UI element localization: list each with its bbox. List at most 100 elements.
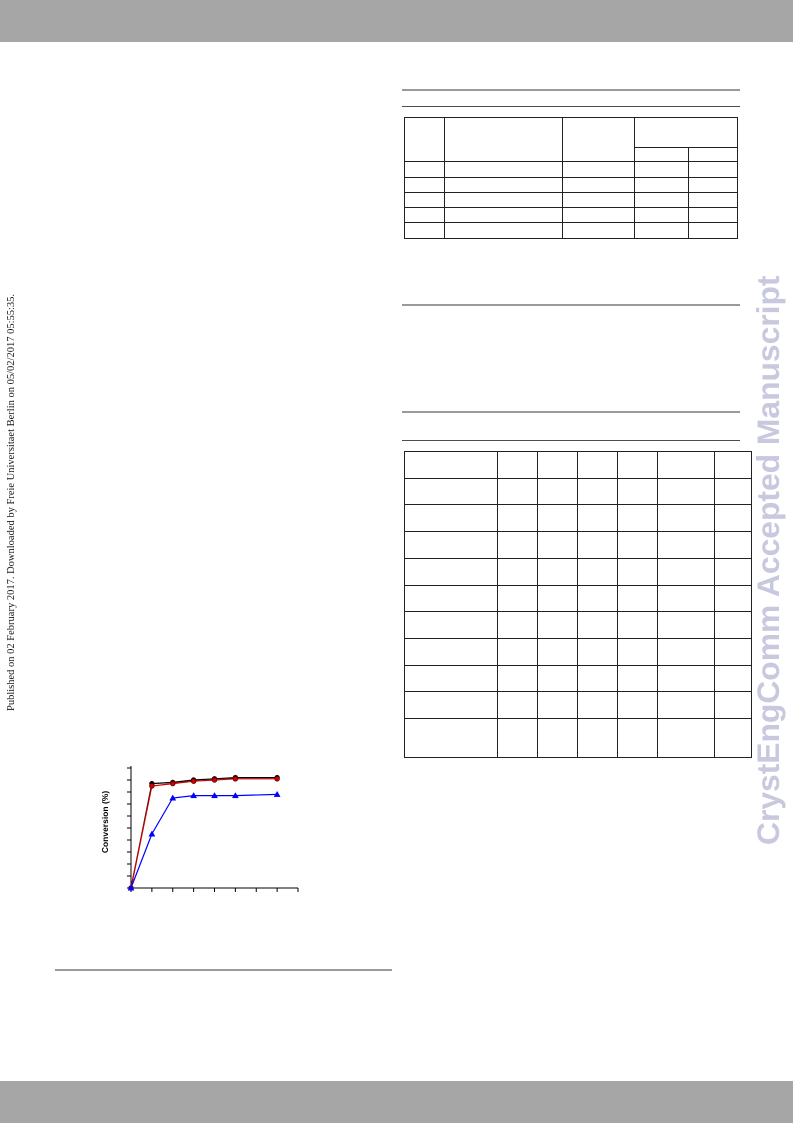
table-cell [497,531,538,559]
table-cell [404,478,498,505]
table-cell [404,611,498,639]
table-cell [444,177,563,193]
table-header-cell [657,451,715,479]
table-cell [537,638,578,666]
table-cell [497,558,538,586]
table-cell [497,718,538,758]
series-line-3 [130,793,278,889]
table-cell [562,161,635,178]
table-cell [634,177,689,193]
table-cell [444,222,563,239]
data-point-series-2 [232,776,239,782]
data-point-series-2 [170,780,176,787]
accepted-manuscript-watermark: CrystEngComm Accepted Manuscript [750,275,786,845]
table-cell [617,478,658,505]
section-rule [402,304,740,306]
page-header-bar [0,0,793,42]
table-cell [688,222,738,239]
table-cell [537,691,578,719]
table-cell [537,558,578,586]
table-header-cell [404,117,445,162]
table-cell [537,611,578,639]
data-point-series-3 [127,884,135,891]
table-cell [634,222,689,239]
table-cell [657,718,715,758]
table-header-cell [634,117,738,148]
table-cell [657,638,715,666]
data-point-series-3 [169,794,177,801]
table-cell [537,665,578,692]
table-cell [577,558,618,586]
table-cell [404,222,445,239]
table-cell [714,504,752,532]
table-cell [577,638,618,666]
table-cell [404,585,498,612]
table-row [404,718,752,758]
table-header-cell [688,147,738,162]
table-header-cell [577,451,618,479]
data-point-series-2 [149,783,155,789]
table-cell [657,585,715,612]
table-cell [714,558,752,586]
table-cell [497,665,538,692]
table-header-cell [537,451,578,479]
table-cell [577,691,618,719]
table-cell [634,192,689,208]
table-cell [444,207,563,223]
table-cell [657,478,715,505]
table-header-cell [634,147,689,162]
table-cell [617,558,658,586]
table-cell [714,638,752,666]
table-cell [537,504,578,532]
table-cell [617,504,658,532]
table-cell [714,531,752,559]
table-row [404,478,752,505]
table-row [404,558,752,586]
table-cell [404,691,498,719]
table-cell [617,665,658,692]
table-cell [404,665,498,692]
table-cell [497,611,538,639]
table-row [404,161,738,178]
table-cell [688,192,738,208]
table-header-cell [617,451,658,479]
table-cell [537,585,578,612]
table-cell [404,531,498,559]
table-cell [657,558,715,586]
data-table-2 [404,451,752,758]
table-row [404,638,752,666]
data-point-series-2 [274,776,280,782]
table-cell [617,531,658,559]
table-cell [444,161,563,178]
table-header-cell [497,451,538,479]
table-row [404,665,752,692]
table-cell [577,478,618,505]
table-cell [688,161,738,178]
data-point-series-3 [148,830,156,837]
table-cell [404,504,498,532]
download-notice: Published on 02 February 2017. Downloade… [6,293,17,711]
table-cell [577,718,618,758]
table-cell [617,691,658,719]
table-header-cell [444,117,563,162]
table-cell [497,638,538,666]
table-row [404,691,752,719]
table-cell [617,585,658,612]
table-cell [562,222,635,239]
table-cell [404,177,445,193]
data-point-series-2 [190,778,197,784]
table-cell [444,192,563,208]
data-point-series-3 [211,792,218,799]
table-header-cell [562,117,635,162]
table-cell [634,207,689,223]
table-cell [562,192,635,208]
table-cell [714,478,752,505]
table-row [404,222,738,239]
table-cell [404,718,498,758]
table-header-cell [714,451,752,479]
table-row [404,207,738,223]
table-cell [497,691,538,719]
table-cell [577,665,618,692]
table-header-cell [404,451,498,479]
table-cell [537,531,578,559]
